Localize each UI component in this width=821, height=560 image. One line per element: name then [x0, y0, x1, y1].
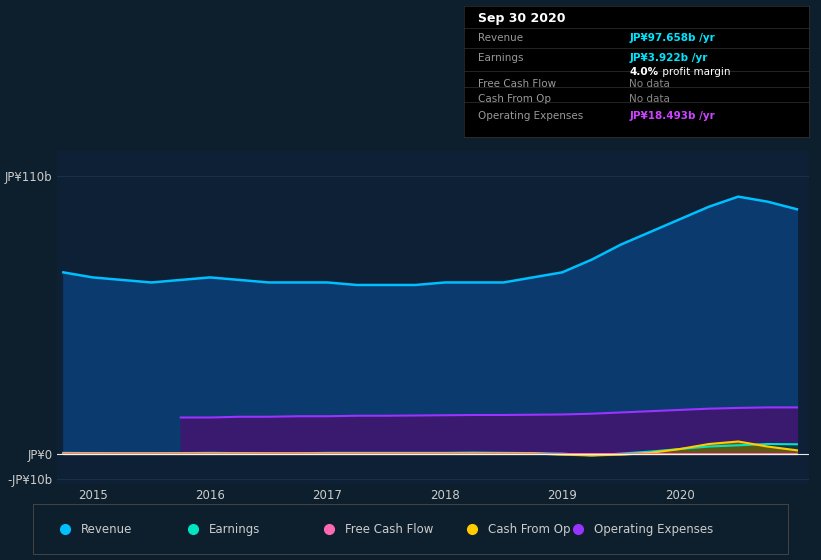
Text: Earnings: Earnings [209, 522, 260, 536]
Text: Operating Expenses: Operating Expenses [478, 111, 583, 121]
Text: JP¥18.493b /yr: JP¥18.493b /yr [630, 111, 715, 121]
Text: Free Cash Flow: Free Cash Flow [478, 80, 556, 89]
Text: No data: No data [630, 94, 670, 104]
Text: Operating Expenses: Operating Expenses [594, 522, 713, 536]
Text: JP¥3.922b /yr: JP¥3.922b /yr [630, 53, 708, 63]
Text: Revenue: Revenue [80, 522, 132, 536]
Text: Sep 30 2020: Sep 30 2020 [478, 12, 565, 25]
Text: Cash From Op: Cash From Op [488, 522, 571, 536]
Text: Cash From Op: Cash From Op [478, 94, 551, 104]
Text: Earnings: Earnings [478, 53, 523, 63]
Text: Free Cash Flow: Free Cash Flow [345, 522, 433, 536]
Text: Revenue: Revenue [478, 33, 523, 43]
Text: JP¥97.658b /yr: JP¥97.658b /yr [630, 33, 715, 43]
Text: No data: No data [630, 80, 670, 89]
Text: profit margin: profit margin [658, 67, 730, 77]
Text: 4.0%: 4.0% [630, 67, 658, 77]
